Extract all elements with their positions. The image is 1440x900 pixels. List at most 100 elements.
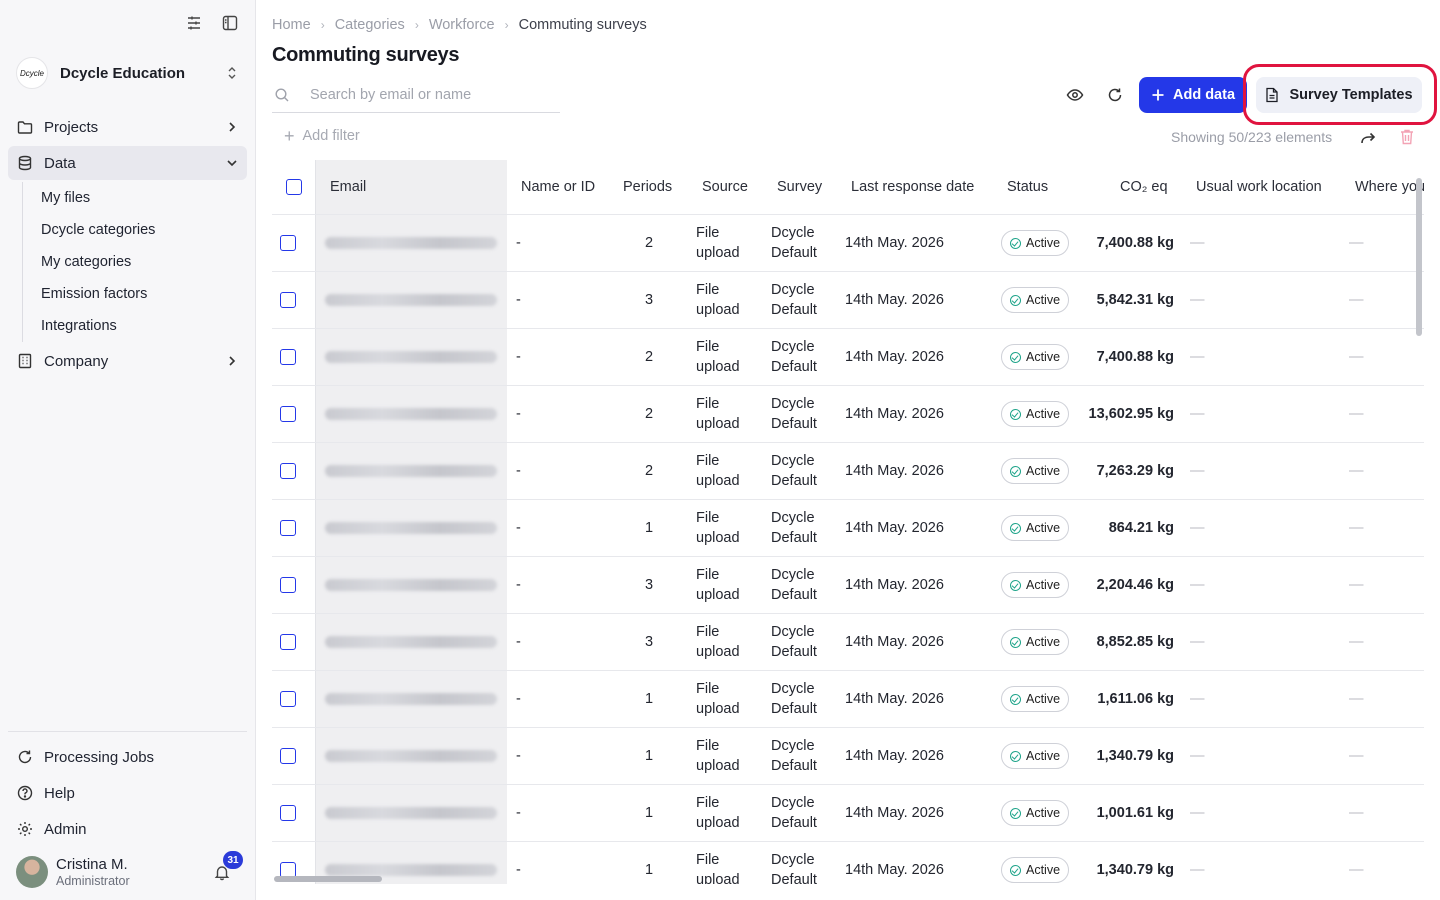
add-data-button[interactable]: Add data [1139, 77, 1247, 113]
status-label: Active [1026, 863, 1061, 877]
table-row[interactable]: - 2 File upload Dcycle Default 14th May.… [272, 215, 1424, 272]
vertical-scrollbar[interactable] [1416, 178, 1422, 336]
header-survey[interactable]: Survey [777, 179, 823, 195]
header-source[interactable]: Source [702, 179, 748, 195]
table-row[interactable]: - 2 File upload Dcycle Default 14th May.… [272, 329, 1424, 386]
row-checkbox[interactable] [280, 235, 296, 251]
breadcrumb-categories[interactable]: Categories [334, 17, 405, 33]
header-periods[interactable]: Periods [623, 179, 673, 195]
blurred-email [325, 636, 497, 648]
blurred-email [325, 351, 497, 363]
sidebar-item-processing-jobs[interactable]: Processing Jobs [8, 740, 247, 774]
gear-icon [16, 820, 34, 838]
sidebar-item-projects[interactable]: Projects [8, 110, 247, 144]
survey-line-1: Dcycle [771, 510, 815, 526]
select-all-checkbox-cell [286, 160, 302, 214]
sliders-icon[interactable] [185, 14, 203, 32]
email-cell [325, 728, 497, 784]
row-checkbox[interactable] [280, 634, 296, 650]
table-row[interactable]: - 3 File upload Dcycle Default 14th May.… [272, 557, 1424, 614]
source-line-2: upload [696, 416, 740, 432]
sidebar-item-company[interactable]: Company [8, 344, 247, 378]
row-checkbox[interactable] [280, 520, 296, 536]
sidebar-subitem-dcycle-categories[interactable]: Dcycle categories [41, 222, 156, 238]
work-location-cell: — [1190, 235, 1205, 251]
table-row[interactable]: - 3 File upload Dcycle Default 14th May.… [272, 614, 1424, 671]
header-last-response-date[interactable]: Last response date [851, 179, 975, 195]
survey-cell: Dcycle Default [771, 728, 817, 784]
row-checkbox-cell [280, 614, 296, 670]
row-checkbox[interactable] [280, 805, 296, 821]
table-row[interactable]: - 1 File upload Dcycle Default 14th May.… [272, 785, 1424, 842]
where-you-cell: — [1349, 520, 1364, 536]
source-cell: File upload [696, 785, 740, 841]
survey-templates-button[interactable]: Survey Templates [1256, 77, 1422, 113]
table-row[interactable]: - 1 File upload Dcycle Default 14th May.… [272, 671, 1424, 728]
sidebar-subitem-my-categories[interactable]: My categories [41, 254, 132, 270]
table-row[interactable]: - 3 File upload Dcycle Default 14th May.… [272, 272, 1424, 329]
sidebar-subitem-integrations[interactable]: Integrations [41, 318, 117, 334]
blurred-email [325, 408, 497, 420]
sidebar-toggle-icon[interactable] [221, 14, 239, 32]
row-checkbox-cell [280, 500, 296, 556]
table-header-row: Email Name or ID Periods Source Survey L… [272, 160, 1424, 215]
status-label: Active [1026, 350, 1061, 364]
sidebar-subitem-emission-factors[interactable]: Emission factors [41, 286, 148, 302]
organization-switcher[interactable]: Dcycle Dcycle Education [16, 56, 239, 90]
row-checkbox-cell [280, 671, 296, 727]
add-data-label: Add data [1172, 87, 1236, 103]
row-checkbox[interactable] [280, 349, 296, 365]
sidebar: Dcycle Dcycle Education Projects Data My… [0, 0, 256, 900]
blurred-email [325, 237, 497, 249]
sidebar-item-data[interactable]: Data [8, 146, 247, 180]
eye-icon[interactable] [1066, 86, 1084, 104]
page-title: Commuting surveys [272, 44, 460, 66]
sidebar-subitem-my-files[interactable]: My files [41, 190, 91, 206]
status-cell: Active [1001, 329, 1070, 385]
select-all-checkbox[interactable] [286, 179, 302, 195]
header-usual-work-location[interactable]: Usual work location [1196, 179, 1322, 195]
horizontal-scrollbar[interactable] [274, 876, 382, 882]
table-row[interactable]: - 1 File upload Dcycle Default 14th May.… [272, 500, 1424, 557]
breadcrumb-home[interactable]: Home [272, 17, 311, 33]
search-input[interactable] [310, 87, 550, 103]
source-line-1: File [696, 738, 720, 754]
header-email[interactable]: Email [330, 179, 367, 195]
row-checkbox[interactable] [280, 691, 296, 707]
row-checkbox[interactable] [280, 577, 296, 593]
survey-cell: Dcycle Default [771, 842, 817, 884]
bell-icon[interactable]: 31 [213, 851, 243, 881]
header-where-you[interactable]: Where you [1355, 179, 1424, 195]
survey-line-2: Default [771, 872, 817, 884]
row-checkbox[interactable] [280, 292, 296, 308]
header-status[interactable]: Status [1007, 179, 1049, 195]
refresh-icon[interactable] [1106, 86, 1124, 104]
blurred-email [325, 750, 497, 762]
source-line-2: upload [696, 473, 740, 489]
survey-cell: Dcycle Default [771, 614, 817, 670]
trash-icon[interactable] [1399, 128, 1415, 146]
sidebar-item-label: Processing Jobs [44, 748, 155, 766]
user-profile[interactable]: Cristina M. Administrator 31 [16, 851, 243, 892]
header-co2-eq[interactable]: CO₂ eq [1120, 179, 1168, 195]
periods-cell: 1 [644, 862, 654, 878]
export-arrow-icon[interactable] [1360, 130, 1376, 146]
row-checkbox[interactable] [280, 406, 296, 422]
email-cell [325, 500, 497, 556]
sidebar-item-admin[interactable]: Admin [8, 812, 247, 846]
table-row[interactable]: - 2 File upload Dcycle Default 14th May.… [272, 443, 1424, 500]
co2-cell: 13,602.95 kg [1088, 406, 1174, 422]
table-row[interactable]: - 1 File upload Dcycle Default 14th May.… [272, 842, 1424, 884]
survey-line-2: Default [771, 644, 817, 660]
status-cell: Active [1001, 614, 1070, 670]
row-checkbox[interactable] [280, 748, 296, 764]
table-row[interactable]: - 1 File upload Dcycle Default 14th May.… [272, 728, 1424, 785]
row-checkbox[interactable] [280, 463, 296, 479]
table-row[interactable]: - 2 File upload Dcycle Default 14th May.… [272, 386, 1424, 443]
breadcrumb-workforce[interactable]: Workforce [428, 17, 495, 33]
sidebar-item-help[interactable]: Help [8, 776, 247, 810]
header-name-or-id[interactable]: Name or ID [521, 179, 596, 195]
source-cell: File upload [696, 728, 740, 784]
add-filter-button[interactable]: + Add filter [284, 127, 360, 145]
where-you-cell: — [1349, 463, 1364, 479]
